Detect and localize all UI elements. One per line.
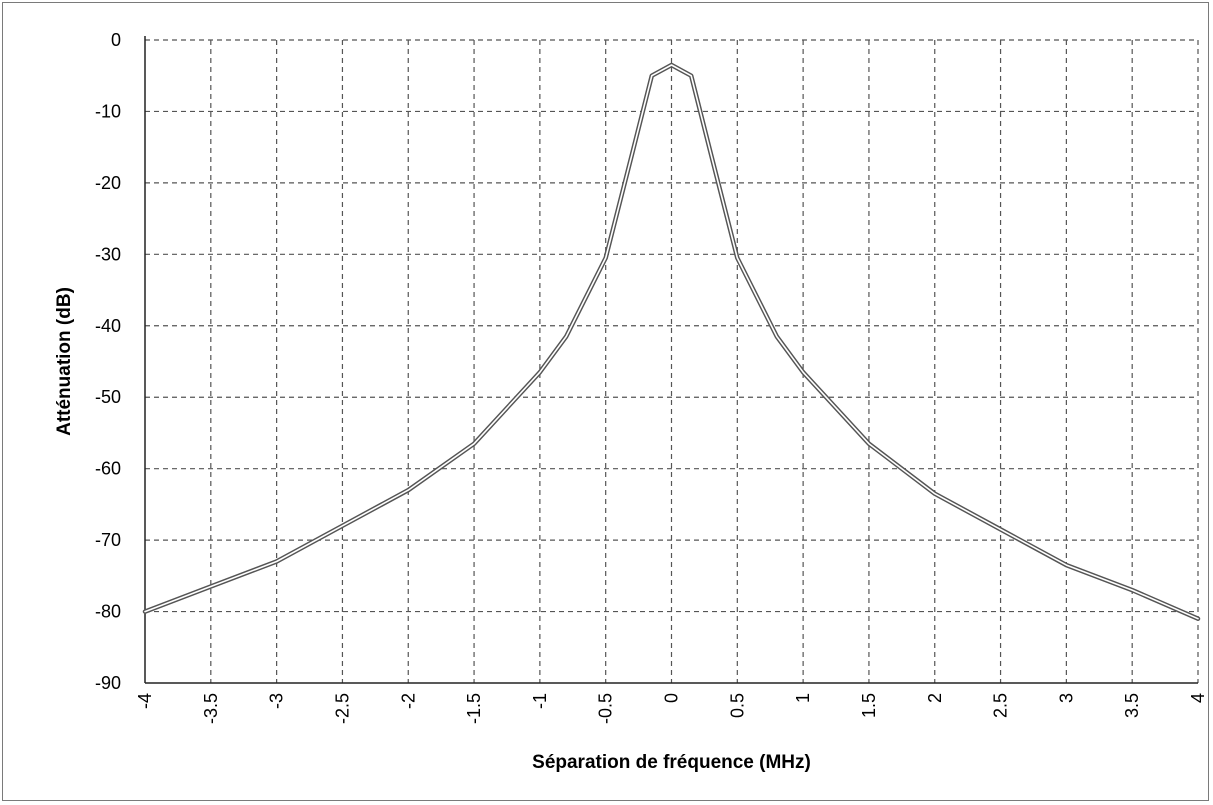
y-tick-label: -30 bbox=[95, 244, 121, 264]
x-tick-label: 3.5 bbox=[1122, 693, 1142, 718]
x-tick-label: -1.5 bbox=[464, 693, 484, 724]
x-tick-label: 2 bbox=[925, 693, 945, 703]
y-axis-title: Atténuation (dB) bbox=[54, 287, 75, 436]
x-tick-label: -4 bbox=[135, 693, 155, 709]
y-tick-label: 0 bbox=[111, 30, 121, 50]
x-axis-title: Séparation de fréquence (MHz) bbox=[532, 752, 811, 773]
x-tick-label: 2.5 bbox=[991, 693, 1011, 718]
series-line-inner bbox=[144, 64, 1199, 620]
y-tick-label: -10 bbox=[95, 101, 121, 121]
y-tick-label: -40 bbox=[95, 316, 121, 336]
x-tick-label: -3 bbox=[267, 693, 287, 709]
x-tick-label: -2 bbox=[398, 693, 418, 709]
x-tick-label: 1 bbox=[793, 693, 813, 703]
grid-lines bbox=[145, 39, 1199, 683]
x-tick-label: 0 bbox=[662, 693, 682, 703]
y-tick-label: -80 bbox=[95, 602, 121, 622]
x-tick-label: 4 bbox=[1188, 693, 1208, 703]
y-tick-label: -70 bbox=[95, 530, 121, 550]
x-axis-tick-labels: -4 -3.5 -3 -2.5 -2 -1.5 -1 -0.5 0 0.5 1 1.5 2 2.5 3 3.5… bbox=[135, 693, 1208, 724]
y-tick-label: -90 bbox=[95, 673, 121, 693]
y-tick-label: -20 bbox=[95, 173, 121, 193]
x-tick-label: 0.5 bbox=[727, 693, 747, 718]
axes bbox=[144, 36, 1198, 684]
series-lines bbox=[142, 62, 1201, 621]
x-tick-label: -1 bbox=[530, 693, 550, 709]
y-tick-label: -60 bbox=[95, 459, 121, 479]
y-tick-label: -50 bbox=[95, 387, 121, 407]
x-tick-label: -3.5 bbox=[201, 693, 221, 724]
y-axis-tick-labels: 0 -10 -20 -30 -40 -50 -60 -70 -80 -90 bbox=[95, 30, 121, 693]
x-tick-label: -0.5 bbox=[596, 693, 616, 724]
x-tick-label: 3 bbox=[1056, 693, 1076, 703]
x-tick-label: -2.5 bbox=[332, 693, 352, 724]
x-tick-label: 1.5 bbox=[859, 693, 879, 718]
